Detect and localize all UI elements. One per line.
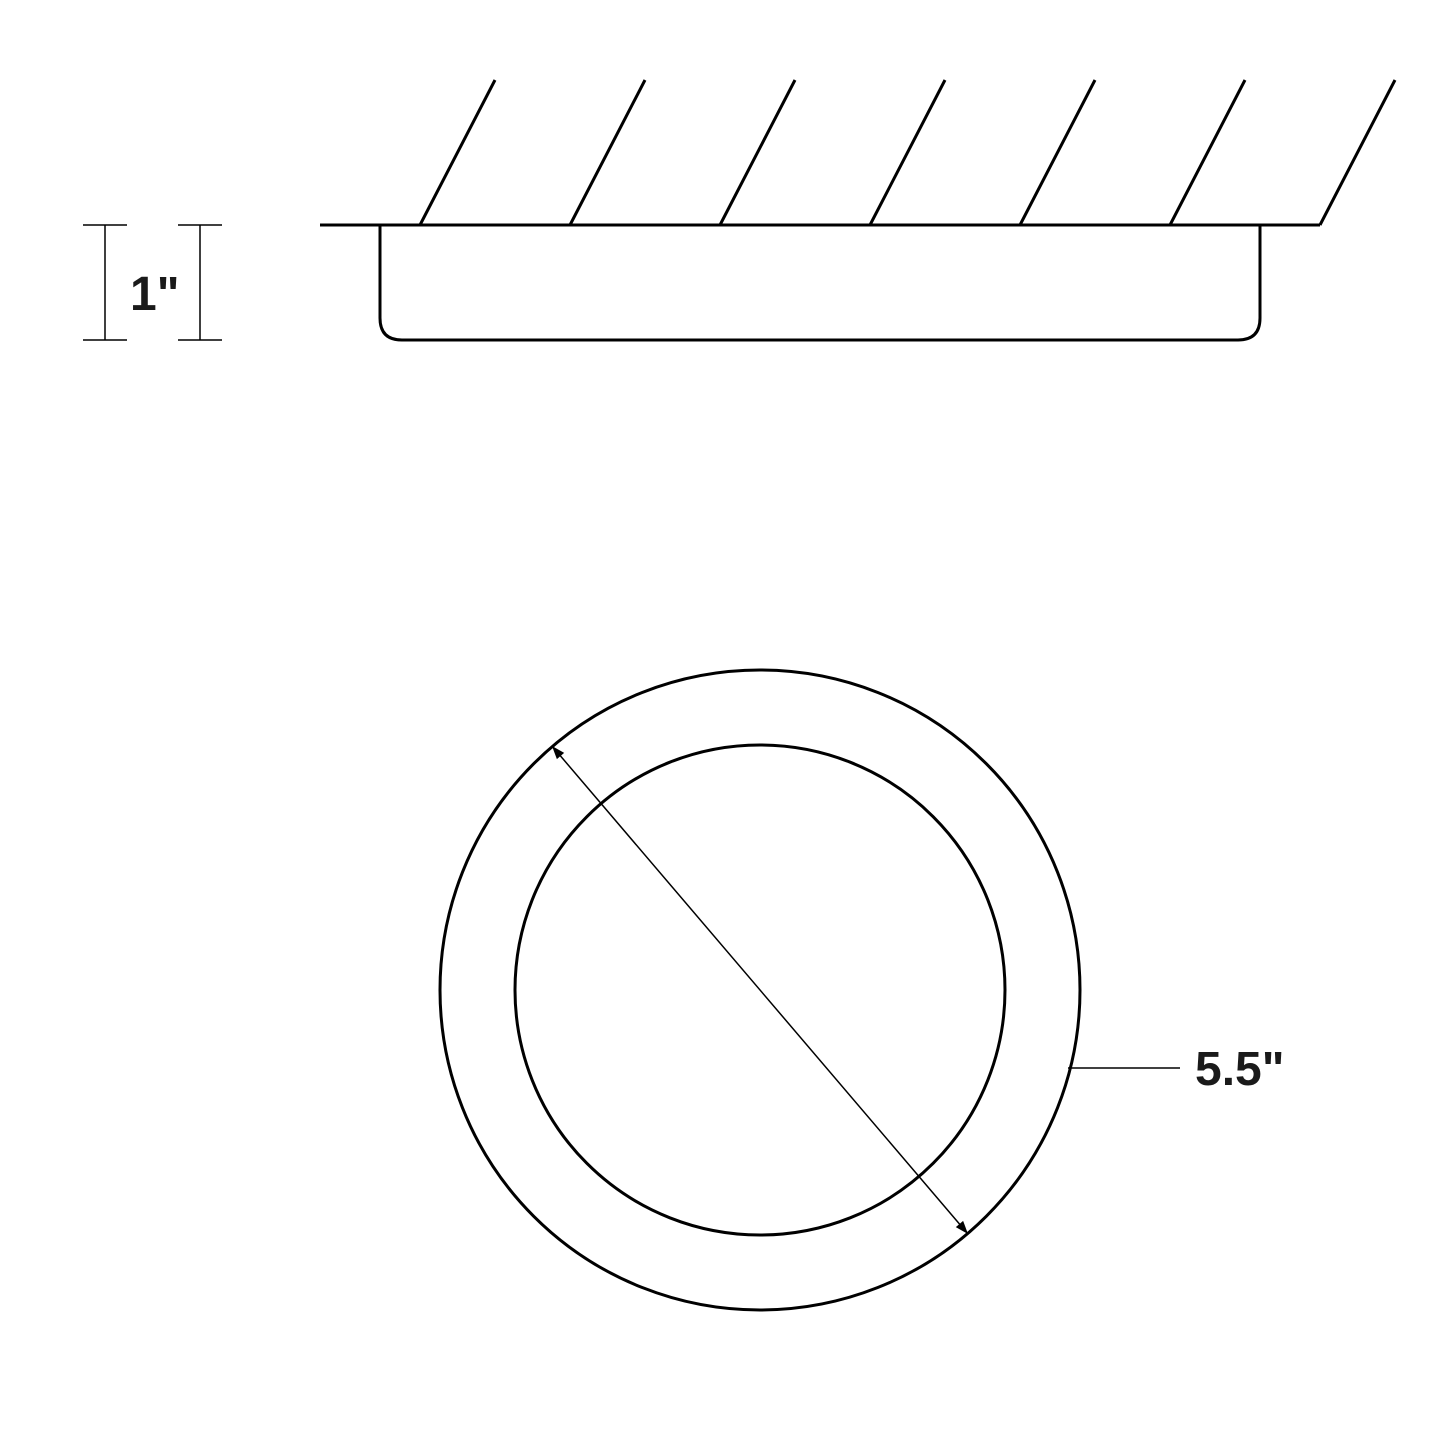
- diameter-dimension: [552, 746, 968, 1234]
- hatch-line: [870, 80, 945, 225]
- hatch-line: [420, 80, 495, 225]
- hatch-line: [570, 80, 645, 225]
- technical-drawing: 1" 5.5": [0, 0, 1445, 1445]
- top-view: 5.5": [440, 670, 1284, 1310]
- diameter-leader: 5.5": [1068, 1043, 1284, 1096]
- hatch-line: [1320, 80, 1395, 225]
- side-view: 1": [83, 80, 1395, 340]
- diameter-label: 5.5": [1195, 1043, 1284, 1096]
- height-label: 1": [130, 268, 179, 321]
- height-dimension: 1": [83, 225, 222, 340]
- fixture-body-outline: [380, 225, 1260, 340]
- hatch-line: [1020, 80, 1095, 225]
- hatch-line: [1170, 80, 1245, 225]
- hatch-line: [720, 80, 795, 225]
- ceiling-hatch: [420, 80, 1395, 225]
